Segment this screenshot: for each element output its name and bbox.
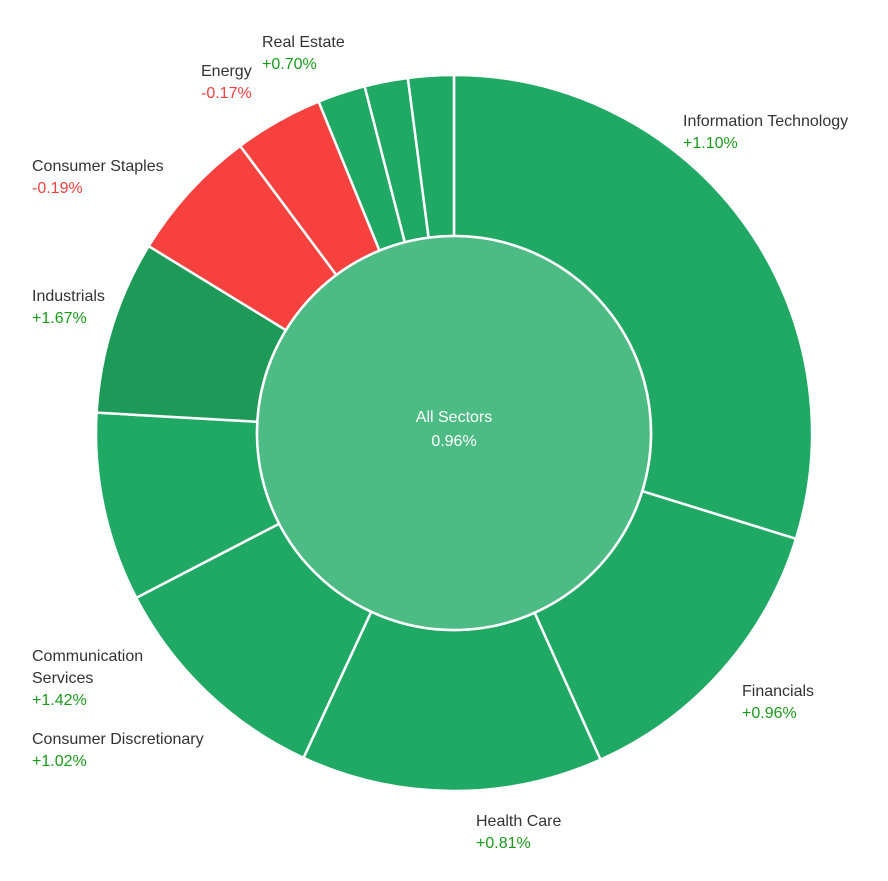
label-energy: Energy -0.17% [201, 61, 252, 105]
center-value: 0.96% [431, 433, 477, 450]
label-change: +1.42% [32, 692, 87, 709]
label-name: Consumer Discretionary [32, 731, 204, 748]
label-change: -0.19% [32, 180, 83, 197]
label-change: +0.81% [476, 835, 531, 852]
label-health-care: Health Care +0.81% [476, 811, 561, 855]
label-financials: Financials +0.96% [742, 681, 814, 725]
label-change: +1.10% [683, 135, 738, 152]
label-name: Health Care [476, 813, 562, 830]
label-name: Energy [201, 63, 252, 80]
label-change: -0.17% [201, 85, 252, 102]
center-title: All Sectors [415, 409, 493, 426]
label-name: Financials [742, 683, 815, 700]
label-change: +0.96% [742, 705, 797, 722]
center-label: All Sectors 0.96% [354, 406, 554, 454]
label-name: Consumer Staples [32, 158, 164, 175]
label-industrials: Industrials +1.67% [32, 286, 105, 330]
label-consumer-staples: Consumer Staples -0.19% [32, 156, 164, 200]
center-circle[interactable] [255, 234, 653, 632]
label-change: +0.70% [262, 56, 317, 73]
label-information-technology: Information Technology +1.10% [683, 111, 848, 155]
label-name: Industrials [32, 288, 105, 305]
label-communication-services: Communication Services +1.42% [32, 646, 172, 712]
label-change: +1.67% [32, 310, 87, 327]
label-name: Communication Services [32, 648, 144, 687]
label-real-estate: Real Estate +0.70% [262, 32, 345, 76]
label-change: +1.02% [32, 753, 87, 770]
outer-ring [94, 73, 814, 793]
label-consumer-discretionary: Consumer Discretionary +1.02% [32, 729, 204, 773]
label-name: Real Estate [262, 34, 345, 51]
label-name: Information Technology [683, 113, 849, 130]
